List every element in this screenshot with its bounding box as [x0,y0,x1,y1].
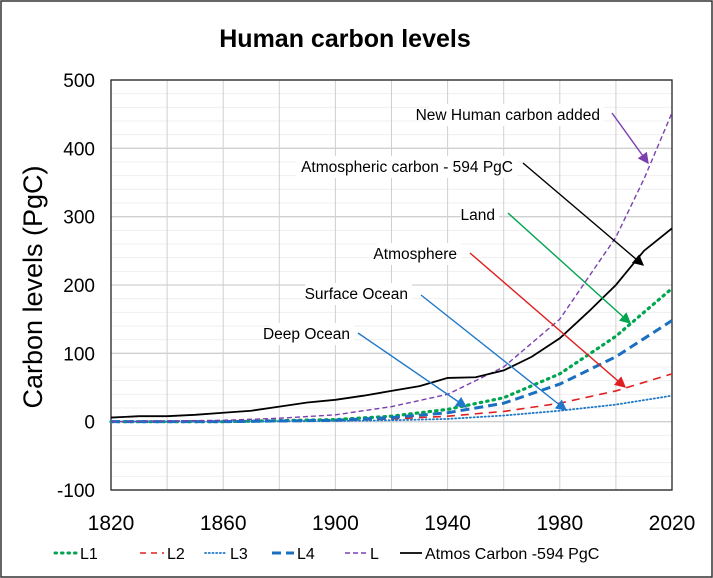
annotation-arrow [611,112,649,165]
legend-label: L4 [297,546,315,563]
annotation-arrow [507,212,632,324]
plot-area [110,79,673,491]
annotation-label: Atmospheric carbon - 594 PgC [301,159,513,176]
annotation-arrow [469,252,627,388]
y-tick-label: -100 [57,481,95,502]
legend-label: L2 [167,546,185,563]
y-tick-label: 100 [63,344,95,365]
annotation-label: Surface Ocean [305,286,408,303]
annotation-label: Deep Ocean [263,326,350,343]
annotation-arrow [357,332,468,408]
annotation-background [428,104,604,126]
legend-label: L [370,546,379,563]
annotation-label: New Human carbon added [416,107,600,124]
y-tick-label: 500 [63,71,95,92]
series-line-l2 [111,373,673,423]
annotation-background [305,283,412,305]
x-tick-label: 2020 [649,512,696,535]
y-axis-label: Carbon levels (PgC) [18,165,48,408]
x-tick-label: 1820 [88,512,135,535]
x-tick-label: 1860 [200,512,247,535]
x-tick-label: 1940 [424,512,471,535]
legend-label: Atmos Carbon -594 PgC [425,546,599,563]
annotation-background [377,243,461,265]
legend: L1 L2 L3 L4 L Atmos Carbon -594 PgC [53,546,599,563]
annotations: New Human carbon added Atmospheric carbon… [263,104,649,411]
legend-label: L3 [230,546,248,563]
annotation-label: Atmosphere [373,246,457,263]
annotation-arrow [420,294,568,411]
annotation-label: Land [461,207,495,224]
series-line-l4 [111,319,673,424]
annotation-arrow [522,162,645,266]
annotation-background [460,204,499,226]
y-tick-label: 300 [63,208,95,229]
annotation-background [270,323,354,345]
x-tick-label: 1900 [312,512,359,535]
tick-labels: -100 0 100 200 300 400 500 1820 1860 1900 1940 1980… [57,71,695,535]
series-line-l3 [110,394,673,423]
series [109,112,674,424]
y-tick-label: 400 [63,139,95,160]
chart-title: Human carbon levels [219,25,470,53]
legend-label: L1 [80,546,98,563]
y-tick-label: 200 [63,276,95,297]
x-tick-label: 1980 [536,512,583,535]
annotation-background [296,156,517,178]
series-line-l [110,112,673,423]
y-tick-label: 0 [84,413,95,434]
series-line-atmos-carbon-594-pgc [110,227,673,419]
